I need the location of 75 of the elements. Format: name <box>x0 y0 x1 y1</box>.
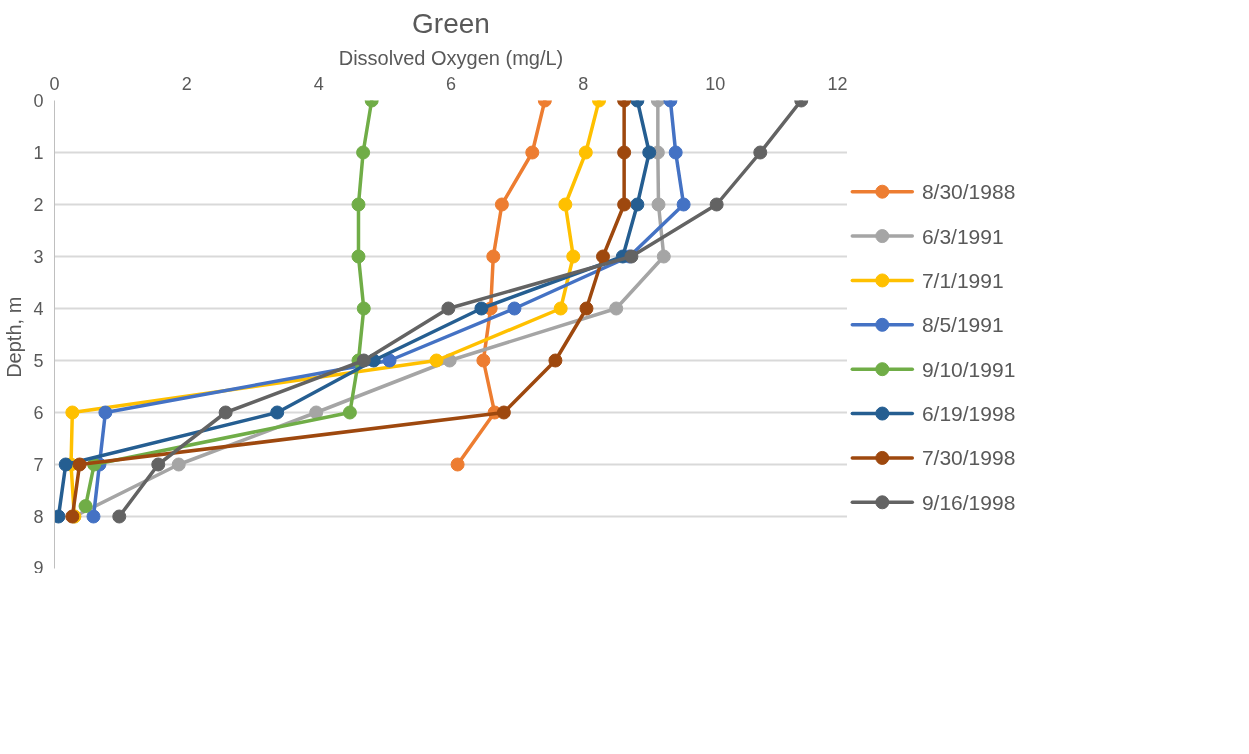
x-tick-label: 12 <box>827 73 848 94</box>
point <box>753 145 768 160</box>
x-tick-label: 2 <box>181 73 192 94</box>
point <box>494 197 509 212</box>
point <box>642 145 657 160</box>
y-tick-label: 7 <box>33 455 44 475</box>
point <box>496 405 511 420</box>
point <box>566 249 581 264</box>
legend-label: 8/30/1988 <box>921 180 1016 204</box>
y-tick-label: 9 <box>33 557 44 578</box>
y-tick-label: 2 <box>33 195 44 215</box>
point <box>98 405 113 420</box>
y-tick-label: 0 <box>33 91 44 111</box>
point <box>356 301 371 316</box>
point <box>548 353 563 368</box>
point <box>356 353 371 368</box>
point <box>270 405 285 420</box>
x-axis-title: Dissolved Oxygen (mg/L) <box>338 46 564 69</box>
chart-title: Green <box>412 7 490 39</box>
legend-label: 9/16/1998 <box>921 490 1016 514</box>
legend-label: 6/19/1998 <box>921 402 1016 426</box>
point <box>72 457 87 472</box>
y-tick-label: 6 <box>33 403 44 423</box>
point <box>617 197 632 212</box>
point <box>507 301 522 316</box>
point <box>171 457 186 472</box>
point <box>218 405 233 420</box>
point <box>630 197 645 212</box>
legend-label: 9/10/1991 <box>921 357 1016 381</box>
point <box>474 301 489 316</box>
y-tick-label: 8 <box>33 507 44 527</box>
x-tick-label: 8 <box>578 73 589 94</box>
point <box>429 353 444 368</box>
point <box>78 499 93 514</box>
point <box>595 249 610 264</box>
y-tick-label: 4 <box>33 299 44 319</box>
point <box>351 197 366 212</box>
point <box>356 145 371 160</box>
point <box>441 301 456 316</box>
legend-label: 6/3/1991 <box>921 224 1004 248</box>
point <box>86 509 101 524</box>
point <box>65 405 80 420</box>
point <box>525 145 540 160</box>
legend-label: 8/5/1991 <box>921 313 1004 337</box>
point <box>58 457 73 472</box>
legend-label: 7/30/1998 <box>921 446 1016 470</box>
point <box>112 509 127 524</box>
x-tick-label: 10 <box>705 73 726 94</box>
point <box>553 301 568 316</box>
point <box>382 353 397 368</box>
point <box>609 301 624 316</box>
point <box>476 353 491 368</box>
point <box>651 197 666 212</box>
x-tick-label: 0 <box>49 73 60 94</box>
legend-label: 7/1/1991 <box>921 268 1004 292</box>
point <box>578 145 593 160</box>
point <box>668 145 683 160</box>
point <box>579 301 594 316</box>
x-tick-label: 4 <box>313 73 324 94</box>
y-tick-label: 1 <box>33 143 44 163</box>
point <box>450 457 465 472</box>
point <box>351 249 366 264</box>
point <box>486 249 501 264</box>
y-axis-title: Depth, m <box>3 296 26 378</box>
point <box>656 249 671 264</box>
point <box>676 197 691 212</box>
x-tick-label: 6 <box>445 73 457 94</box>
point <box>309 405 324 420</box>
point <box>342 405 357 420</box>
point <box>558 197 573 212</box>
point <box>617 145 632 160</box>
y-tick-label: 3 <box>33 247 44 267</box>
y-tick-label: 5 <box>33 351 44 371</box>
point <box>709 197 724 212</box>
point <box>151 457 166 472</box>
